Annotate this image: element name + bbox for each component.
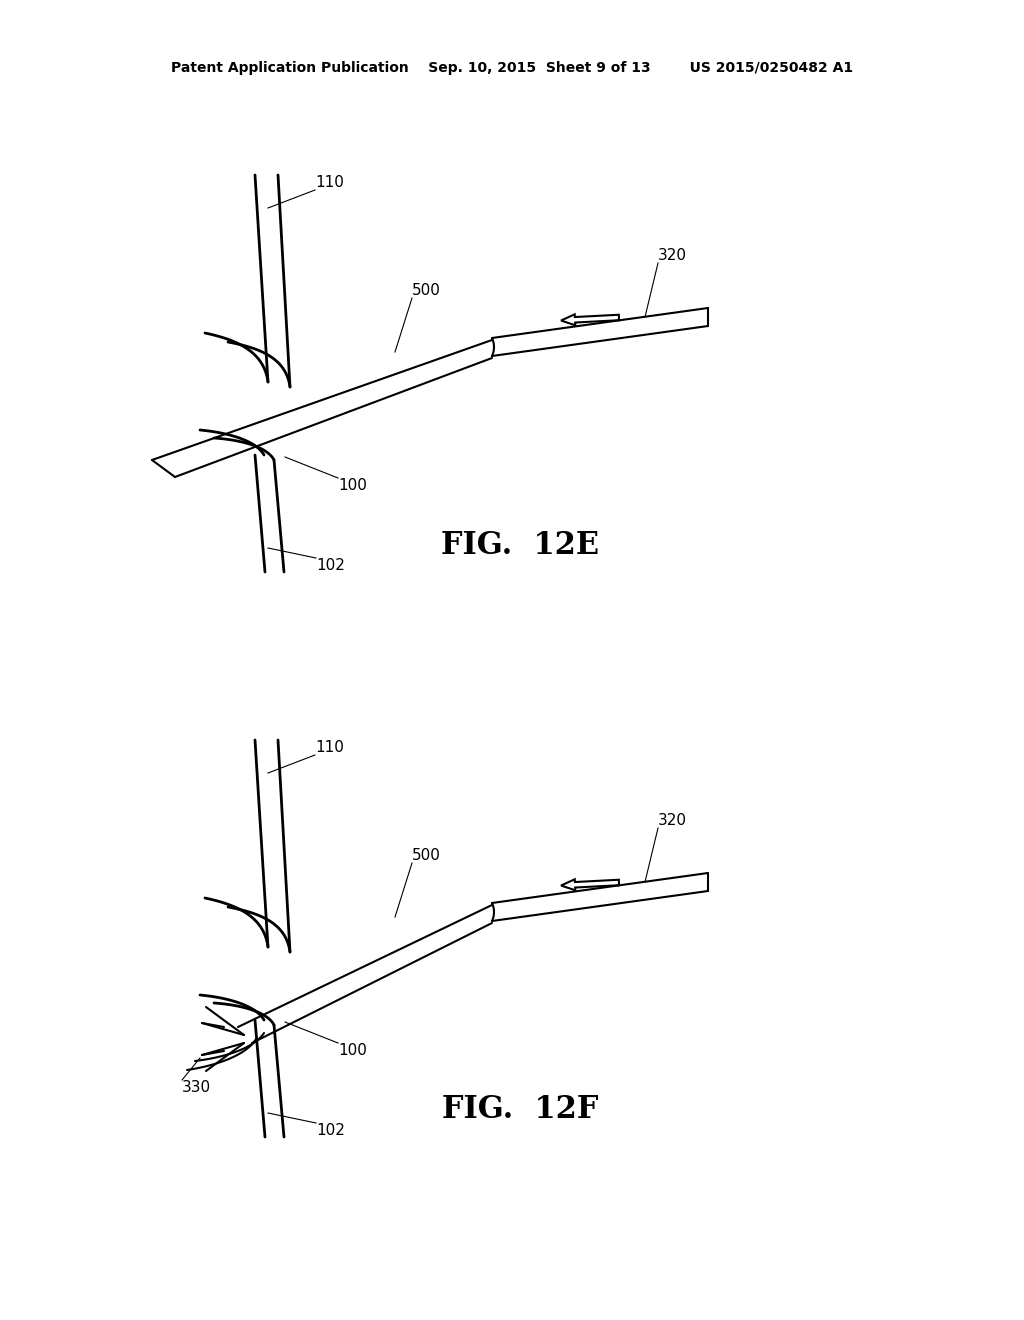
Text: 110: 110: [315, 176, 344, 190]
Text: FIG.  12F: FIG. 12F: [441, 1094, 598, 1126]
Text: 320: 320: [658, 813, 687, 828]
Text: 330: 330: [182, 1080, 211, 1096]
Text: 100: 100: [338, 1043, 367, 1059]
Text: 110: 110: [315, 741, 344, 755]
Text: 500: 500: [412, 282, 441, 298]
Polygon shape: [561, 314, 620, 325]
Text: FIG.  12E: FIG. 12E: [441, 529, 599, 561]
Text: 500: 500: [412, 847, 441, 863]
Text: 100: 100: [338, 478, 367, 492]
Text: Patent Application Publication    Sep. 10, 2015  Sheet 9 of 13        US 2015/02: Patent Application Publication Sep. 10, …: [171, 61, 853, 75]
Text: 102: 102: [316, 1123, 345, 1138]
Text: 320: 320: [658, 248, 687, 263]
Polygon shape: [561, 879, 620, 890]
Text: 102: 102: [316, 558, 345, 573]
